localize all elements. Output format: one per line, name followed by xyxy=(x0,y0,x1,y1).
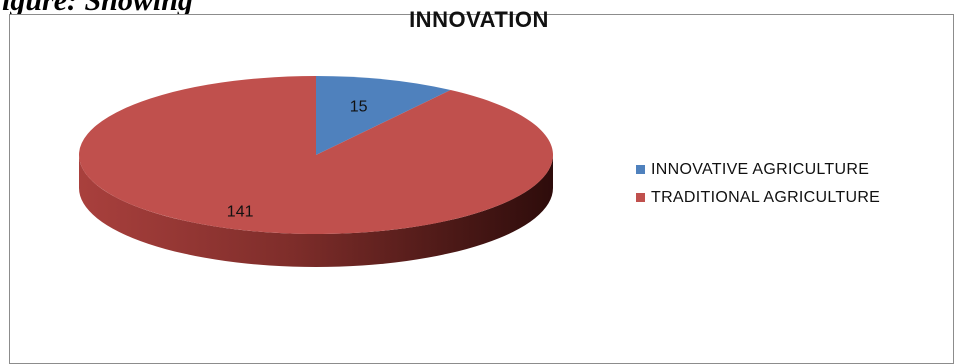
pie-slice-innovative xyxy=(316,76,451,155)
legend-item-innovative: INNOVATIVE AGRICULTURE xyxy=(636,160,880,179)
chart-title: INNOVATION xyxy=(409,7,549,32)
legend-label-traditional: TRADITIONAL AGRICULTURE xyxy=(651,188,881,206)
data-label-innovative: 15 xyxy=(350,99,368,116)
legend-swatch-traditional xyxy=(636,193,645,202)
legend-item-traditional: TRADITIONAL AGRICULTURE xyxy=(636,188,880,207)
figure-caption: igure: Showing xyxy=(2,0,193,17)
legend-label-innovative: INNOVATIVE AGRICULTURE xyxy=(651,160,870,178)
legend-swatch-innovative xyxy=(636,165,645,174)
chart-legend: INNOVATIVE AGRICULTURE TRADITIONAL AGRIC… xyxy=(636,160,880,216)
pie-side-wall xyxy=(79,155,553,267)
data-label-traditional: 141 xyxy=(227,204,254,221)
pie-slice-traditional xyxy=(78,76,554,234)
